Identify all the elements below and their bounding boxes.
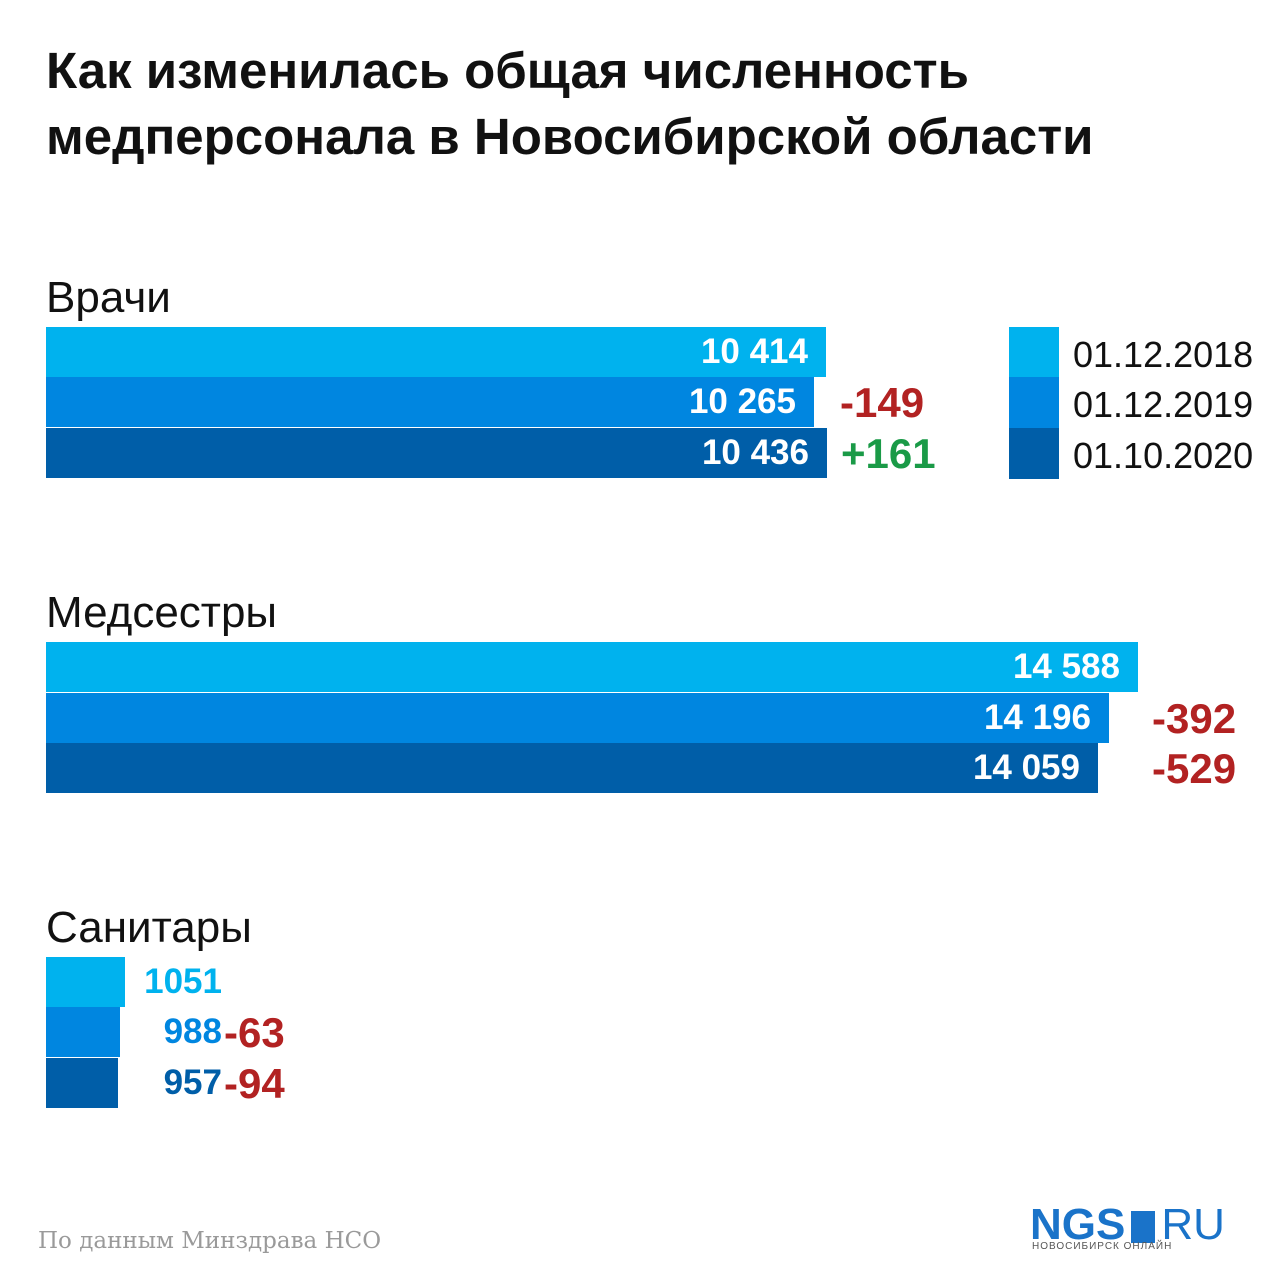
legend-swatch bbox=[1009, 327, 1059, 378]
bar: 10 414 bbox=[46, 327, 826, 377]
delta-label: -149 bbox=[840, 379, 925, 426]
bar bbox=[46, 1058, 118, 1108]
bar-value-label: 10 265 bbox=[688, 382, 796, 421]
bar-value-label: 1051 bbox=[144, 962, 222, 1001]
logo-wordmark: NGS RU bbox=[1030, 1203, 1225, 1247]
legend-label: 01.10.2020 bbox=[1073, 435, 1254, 476]
logo-ru-text: RU bbox=[1161, 1200, 1225, 1249]
bar-value-label: 10 436 bbox=[701, 433, 809, 472]
bar: 10 436 bbox=[46, 428, 827, 478]
delta-label: -392 bbox=[1152, 695, 1237, 742]
bar: 14 196 bbox=[46, 693, 1109, 743]
bar: 10 265 bbox=[46, 377, 814, 427]
logo-square-icon bbox=[1131, 1211, 1156, 1243]
source-note: По данным Минздрава НСО bbox=[38, 1228, 382, 1254]
bar-value-label: 14 196 bbox=[983, 698, 1091, 737]
chart-title: Как изменилась общая численность медперс… bbox=[46, 42, 1094, 165]
delta-label: -94 bbox=[224, 1060, 285, 1107]
bar bbox=[46, 957, 125, 1007]
ngs-logo: NGS RU НОВОСИБИРСК ОНЛАЙН bbox=[1030, 1203, 1250, 1258]
bar-value-label: 14 588 bbox=[1012, 647, 1120, 686]
logo-ngs-text: NGS bbox=[1030, 1200, 1126, 1249]
group-label: Санитары bbox=[46, 903, 252, 952]
legend-swatch bbox=[1009, 428, 1059, 479]
legend-swatch bbox=[1009, 377, 1059, 428]
bar-value-label: 14 059 bbox=[972, 748, 1080, 787]
bar-value-label: 988 bbox=[163, 1012, 222, 1051]
logo-subtitle: НОВОСИБИРСК ОНЛАЙН bbox=[1032, 1241, 1173, 1252]
delta-label: +161 bbox=[841, 430, 936, 477]
bar bbox=[46, 1007, 120, 1057]
delta-label: -529 bbox=[1152, 745, 1237, 792]
group-label: Медсестры bbox=[46, 588, 278, 637]
bar-value-label: 10 414 bbox=[700, 332, 808, 371]
bar: 14 059 bbox=[46, 743, 1098, 793]
legend-label: 01.12.2018 bbox=[1073, 334, 1254, 375]
bar-value-label: 957 bbox=[163, 1063, 222, 1102]
legend-label: 01.12.2019 bbox=[1073, 384, 1254, 425]
delta-label: -63 bbox=[224, 1009, 285, 1056]
group-label: Врачи bbox=[46, 273, 171, 322]
bar: 14 588 bbox=[46, 642, 1138, 692]
